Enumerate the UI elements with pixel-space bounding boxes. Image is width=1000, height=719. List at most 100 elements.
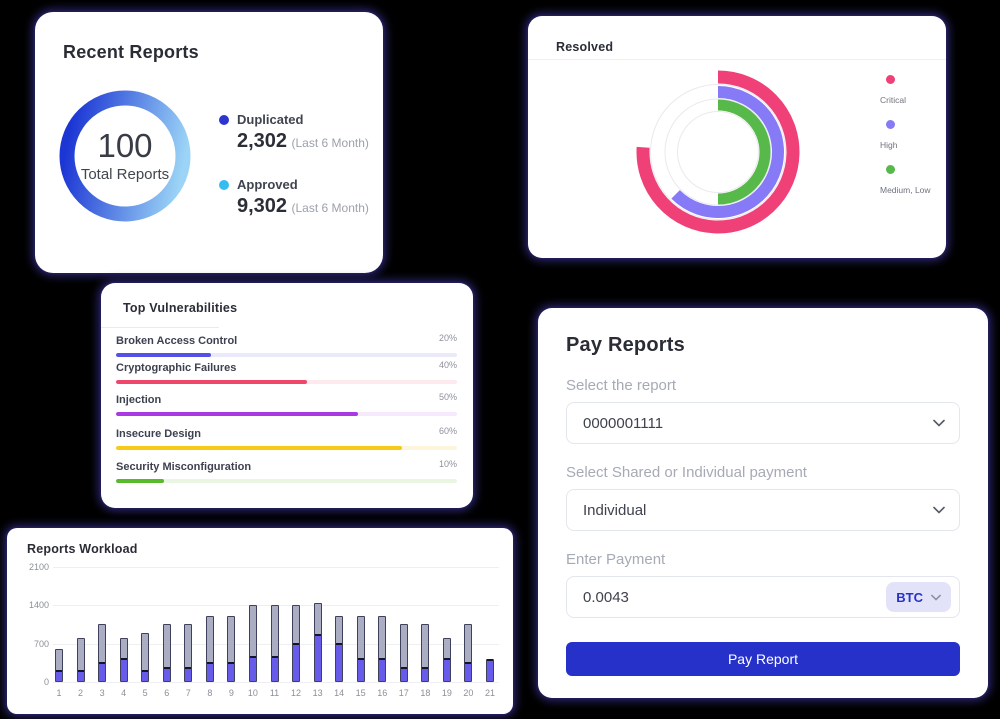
payment-amount-input[interactable]: 0.0043 BTC: [566, 576, 960, 618]
workload-bar-active: [400, 667, 407, 681]
workload-bar: [270, 605, 279, 682]
vulnerability-bar-track: [116, 380, 457, 384]
x-axis-label: 10: [247, 688, 258, 698]
x-axis-label: 21: [484, 688, 495, 698]
vulnerability-label: Broken Access Control: [116, 335, 238, 347]
total-reports-donut: 100 Total Reports: [59, 90, 191, 222]
workload-bar-active: [379, 658, 386, 681]
vulnerability-bar-fill: [116, 412, 359, 416]
vulnerability-percent: 50%: [438, 392, 457, 402]
y-axis-label: 1400: [28, 600, 49, 611]
workload-bar: [141, 633, 150, 682]
vulnerability-bar-fill: [116, 380, 307, 384]
workload-bar-active: [249, 656, 256, 681]
radial-bar-chart: [636, 70, 800, 234]
legend-label: Approved: [237, 177, 298, 192]
divider: [101, 327, 219, 328]
chevron-down-icon: [933, 506, 945, 514]
legend-value: 2,302: [237, 130, 288, 152]
total-reports-label: Total Reports: [80, 165, 170, 183]
resolved-card: Resolved Critical High Medium, Low: [528, 16, 946, 258]
x-axis-label: 7: [185, 688, 191, 698]
resolved-legend-label: High: [880, 140, 898, 150]
x-axis-label: 6: [164, 688, 170, 698]
vulnerability-percent: 10%: [438, 459, 457, 469]
workload-bar: [464, 624, 473, 682]
payment-type-label: Select Shared or Individual payment: [566, 464, 807, 481]
top-vulnerabilities-title: Top Vulnerabilities: [123, 301, 238, 315]
currency-value: BTC: [896, 589, 923, 605]
chevron-down-icon: [933, 419, 945, 427]
vulnerability-bar-track: [116, 353, 457, 357]
vulnerability-label: Cryptographic Failures: [116, 362, 237, 374]
workload-bar-active: [77, 670, 84, 681]
x-axis-label: 17: [398, 688, 409, 698]
workload-bar-active: [185, 667, 192, 681]
workload-bar: [335, 616, 344, 682]
approved-dot-icon: [219, 179, 229, 190]
workload-bar-active: [120, 658, 127, 681]
vulnerability-row: Broken Access Control 20%: [116, 333, 457, 357]
reports-workload-title: Reports Workload: [27, 542, 138, 556]
chevron-down-icon: [931, 594, 941, 601]
workload-bar-active: [271, 656, 278, 681]
legend-label: Duplicated: [237, 112, 304, 127]
x-axis-label: 14: [334, 688, 345, 698]
workload-bar: [162, 624, 171, 682]
gridline: [53, 567, 499, 568]
vulnerability-label: Security Misconfiguration: [116, 461, 252, 473]
workload-bar: [55, 649, 63, 682]
x-axis-label: 11: [269, 688, 280, 698]
resolved-legend-item: Medium, Low: [880, 161, 952, 195]
workload-bar-active: [443, 658, 450, 681]
workload-bar: [184, 624, 193, 682]
payment-type-select[interactable]: Individual: [566, 489, 960, 531]
x-axis-label: 13: [312, 688, 323, 698]
report-select-label: Select the report: [566, 377, 677, 394]
workload-bar-active: [293, 643, 300, 681]
x-axis-label: 3: [99, 688, 105, 698]
pay-report-button[interactable]: Pay Report: [566, 642, 960, 676]
x-axis-label: 1: [56, 688, 62, 698]
workload-bar-active: [422, 667, 429, 681]
report-select[interactable]: 0000001111: [566, 402, 960, 444]
workload-bar: [76, 638, 85, 682]
x-axis-label: 18: [420, 688, 431, 698]
resolved-legend-item: Critical: [880, 71, 952, 105]
workload-bar: [421, 624, 430, 682]
legend-note: (Last 6 Month): [291, 136, 369, 150]
legend-item-approved: Approved 9,302 (Last 6 Month): [219, 177, 369, 218]
workload-bar-active: [99, 662, 106, 681]
workload-bar: [248, 605, 257, 682]
workload-bar-active: [56, 670, 62, 681]
vulnerability-bar-track: [116, 479, 457, 483]
vulnerability-row: Insecure Design 60%: [116, 426, 457, 450]
x-axis-label: 5: [142, 688, 148, 698]
vulnerability-bar-fill: [116, 353, 212, 357]
x-axis-label: 2: [78, 688, 84, 698]
vulnerability-row: Security Misconfiguration 10%: [116, 459, 457, 483]
x-axis-label: 16: [377, 688, 388, 698]
workload-bar-active: [206, 662, 213, 681]
workload-bar: [399, 624, 408, 682]
workload-bar-active: [465, 662, 472, 681]
workload-bar: [205, 616, 214, 682]
workload-bar-active: [142, 670, 149, 681]
resolved-legend-item: High: [880, 116, 952, 150]
y-axis-label: 2100: [28, 562, 49, 572]
x-axis-label: 8: [207, 688, 213, 698]
high-dot-icon: [886, 120, 895, 129]
medium-low-dot-icon: [886, 165, 895, 174]
workload-bar: [292, 605, 301, 682]
divider: [528, 59, 946, 60]
vulnerability-bar-fill: [116, 446, 403, 450]
x-axis-label: 20: [463, 688, 474, 698]
critical-dot-icon: [886, 75, 895, 84]
x-axis-label: 19: [441, 688, 452, 698]
vulnerability-percent: 60%: [438, 426, 457, 436]
legend-item-duplicated: Duplicated 2,302 (Last 6 Month): [219, 112, 369, 153]
reports-workload-card: Reports Workload 0 700 1400 2100 1 2 3 4 5 6 7 8 9 10…: [7, 528, 513, 714]
currency-select[interactable]: BTC: [886, 582, 951, 612]
workload-bar-active: [314, 634, 321, 681]
